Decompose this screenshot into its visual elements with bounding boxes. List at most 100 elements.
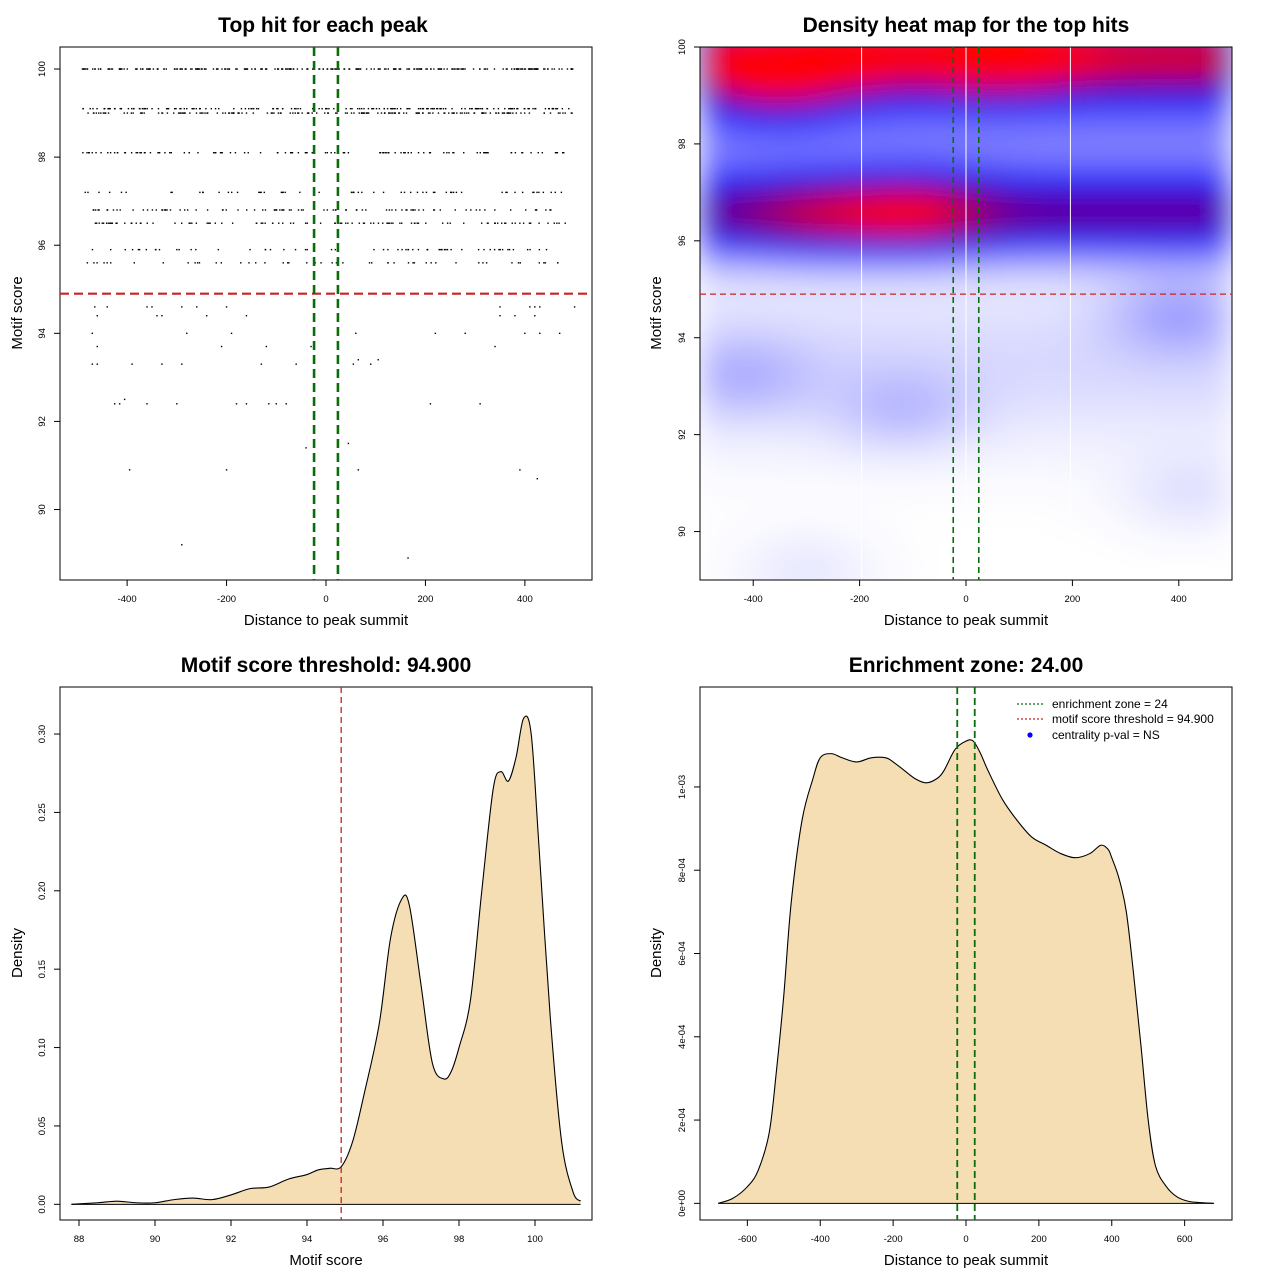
scatter-point — [521, 191, 524, 194]
scatter-point — [404, 152, 406, 154]
scatter-point — [407, 68, 410, 70]
heatmap-cell — [846, 519, 861, 533]
scatter-point — [134, 68, 137, 70]
heatmap-cell — [1245, 35, 1259, 48]
heatmap-cell — [833, 240, 847, 254]
heatmap-cell — [1005, 83, 1020, 97]
heatmap-cell — [979, 349, 994, 363]
heatmap-cell — [1165, 107, 1180, 121]
heatmap-cell — [1232, 277, 1246, 290]
scatter-point — [330, 152, 332, 154]
heatmap-cell — [912, 301, 927, 315]
scatter-point — [312, 107, 314, 110]
heatmap-cell — [793, 107, 807, 121]
scatter-point — [493, 68, 496, 70]
heatmap-cell — [779, 470, 794, 484]
heatmap-cell — [820, 580, 834, 593]
heatmap-cell — [1059, 470, 1073, 484]
heatmap-cell — [952, 156, 967, 169]
heatmap-cell — [713, 374, 728, 387]
scatter-point — [191, 107, 193, 110]
heatmap-cell — [1205, 483, 1220, 496]
heatmap-cell — [1085, 95, 1100, 109]
heatmap-cell — [833, 313, 847, 327]
scatter-point — [137, 248, 140, 251]
heatmap-cell — [1138, 434, 1153, 448]
heatmap-cell — [939, 265, 954, 278]
scatter-point — [334, 248, 337, 251]
heatmap-cell — [1085, 83, 1100, 97]
heatmap-cell — [1099, 83, 1113, 97]
scatter-point — [564, 112, 566, 114]
heatmap-cell — [1099, 204, 1113, 218]
heatmap-cell — [966, 374, 980, 387]
heatmap-cell — [713, 434, 728, 448]
heatmap-cell — [753, 47, 768, 48]
scatter-point — [205, 68, 207, 70]
heatmap-cell — [1178, 398, 1193, 412]
heatmap-cell — [1019, 168, 1034, 181]
heatmap-cell — [1125, 398, 1140, 412]
scatter-point — [106, 209, 109, 211]
scatter-point — [390, 107, 392, 110]
heatmap-cell — [1019, 252, 1034, 266]
heatmap-cell — [1085, 483, 1100, 496]
heatmap-cell — [1072, 374, 1087, 387]
heatmap-cell — [1192, 592, 1206, 605]
heatmap-cell — [953, 580, 967, 593]
heatmap-cell — [700, 47, 701, 48]
heatmap-area — [673, 35, 1259, 605]
heatmap-cell — [872, 422, 887, 436]
scatter-point — [272, 107, 274, 110]
heatmap-cell — [1138, 107, 1153, 121]
heatmap-cell — [1112, 434, 1127, 448]
heatmap-cell — [912, 180, 927, 193]
heatmap-cell — [1205, 252, 1220, 266]
scatter-point — [529, 248, 531, 251]
heatmap-cell — [1232, 350, 1246, 363]
heatmap-cell — [1232, 362, 1246, 375]
panel-score-density: Motif score threshold: 94.900 88 90 92 94 96… — [9, 654, 593, 1269]
heatmap-cell — [966, 361, 980, 375]
heatmap-cell — [1152, 337, 1167, 351]
scatter-point — [285, 68, 287, 70]
heatmap-cell — [766, 386, 781, 399]
heatmap-cell — [1205, 228, 1220, 242]
heatmap-cell — [726, 301, 741, 315]
heatmap-cell — [1072, 446, 1087, 460]
scatter-point — [334, 152, 336, 154]
heatmap-cell — [1178, 567, 1193, 580]
score-density-xtick-label: 100 — [527, 1234, 543, 1245]
scatter-point — [352, 363, 355, 365]
top-hits-xtick-label: 0 — [323, 594, 328, 605]
scatter-point — [433, 209, 435, 211]
heatmap-cell — [1072, 83, 1087, 97]
heatmap-cell — [673, 265, 687, 278]
heatmap-cell — [1245, 108, 1259, 121]
distance-density-xtick-label: 0 — [963, 1234, 968, 1245]
heatmap-cell — [700, 386, 701, 399]
heatmap-cell — [1112, 386, 1127, 399]
heatmap-cell — [766, 252, 781, 266]
heatmap-cell — [872, 434, 887, 448]
heatmap-cell — [1165, 216, 1180, 230]
heatmap-cell — [886, 277, 901, 290]
heatmap-cell — [766, 228, 781, 242]
heatmap-cell — [859, 495, 874, 508]
heatmap-cell — [992, 374, 1007, 387]
heatmap-cell — [912, 434, 927, 448]
heatmap-cell — [1112, 277, 1127, 290]
scatter-point — [548, 107, 551, 110]
heatmap-cell — [700, 240, 714, 254]
heatmap-cell — [1059, 519, 1073, 533]
heatmap-cell — [912, 374, 927, 387]
heatmap-cell — [779, 567, 794, 580]
scatter-point — [264, 262, 266, 264]
scatter-point — [166, 107, 169, 110]
heatmap-cell — [966, 83, 980, 97]
heatmap-cell — [833, 168, 847, 181]
heatmap-cell — [766, 156, 781, 169]
heatmap-cell — [819, 422, 834, 436]
heatmap-cell — [912, 446, 927, 460]
heatmap-cell — [912, 567, 927, 580]
